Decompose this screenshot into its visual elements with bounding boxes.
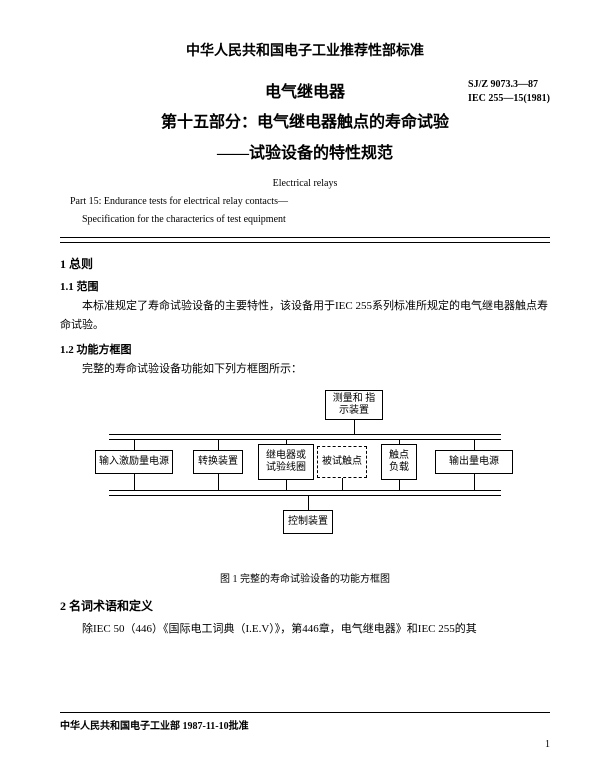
paragraph-1-1: 本标准规定了寿命试验设备的主要特性，该设备用于IEC 255系列标准所规定的电气… (60, 297, 550, 334)
title-cn-3: ——试验设备的特性规范 (60, 139, 550, 169)
box-measure: 测量和 指示装置 (325, 390, 383, 420)
bus-top (109, 434, 501, 440)
c-in-t (134, 440, 135, 450)
standard-codes: SJ/Z 9073.3—87 IEC 255—15(1981) (468, 78, 550, 106)
c-load-t (399, 440, 400, 444)
box-dut: 被试触点 (317, 446, 367, 478)
footer-text: 中华人民共和国电子工业部 1987-11-10批准 (60, 717, 550, 732)
code-line-1: SJ/Z 9073.3—87 (468, 78, 550, 92)
title-en-2: Part 15: Endurance tests for electrical … (60, 193, 550, 211)
figure-caption: 图 1 完整的寿命试验设备的功能方框图 (60, 570, 550, 585)
c-out-t (474, 440, 475, 450)
title-en-block: Electrical relays Part 15: Endurance tes… (60, 175, 550, 229)
section-1-heading: 1 总则 (60, 255, 550, 272)
title-cn-2: 第十五部分：电气继电器触点的寿命试验 (60, 108, 550, 138)
footer-divider (60, 712, 550, 713)
box-relay: 继电器或 试验线圈 (258, 444, 314, 480)
box-control: 控制装置 (283, 510, 333, 534)
c-conv-t (218, 440, 219, 450)
footer: 中华人民共和国电子工业部 1987-11-10批准 (60, 712, 550, 732)
title-block: SJ/Z 9073.3—87 IEC 255—15(1981) 电气继电器 第十… (60, 78, 550, 169)
c-ctrl (308, 496, 309, 510)
block-diagram: 测量和 指示装置 输入激励量电源 转换装置 继电器或 试验线圈 被试触点 触点 … (95, 390, 515, 560)
c-conv-b (218, 474, 219, 490)
box-converter: 转换装置 (193, 450, 243, 474)
divider-1 (60, 237, 550, 238)
title-en-3: Specification for the characterics of te… (60, 211, 550, 229)
bus-bottom (109, 490, 501, 496)
page-top-title: 中华人民共和国电子工业推荐性部标准 (60, 40, 550, 60)
paragraph-2: 除IEC 50（446）《国际电工词典（I.E.V）》，第446章，电气继电器》… (60, 620, 550, 639)
paragraph-1-2: 完整的寿命试验设备功能如下列方框图所示： (60, 360, 550, 379)
title-en-1: Electrical relays (60, 175, 550, 193)
box-load: 触点 负载 (381, 444, 417, 480)
subheading-1-2: 1.2 功能方框图 (60, 341, 550, 357)
divider-2 (60, 242, 550, 243)
page-number: 1 (545, 739, 550, 750)
c-in-b (134, 474, 135, 490)
c-out-b (474, 474, 475, 490)
c-dut-b (342, 478, 343, 490)
box-input: 输入激励量电源 (95, 450, 173, 474)
code-line-2: IEC 255—15(1981) (468, 92, 550, 106)
c-rel-t (286, 440, 287, 444)
section-2-heading: 2 名词术语和定义 (60, 597, 550, 614)
conn-top (354, 420, 355, 434)
subheading-1-1: 1.1 范围 (60, 278, 550, 294)
box-output: 输出量电源 (435, 450, 513, 474)
c-rel-b (286, 480, 287, 490)
c-load-b (399, 480, 400, 490)
